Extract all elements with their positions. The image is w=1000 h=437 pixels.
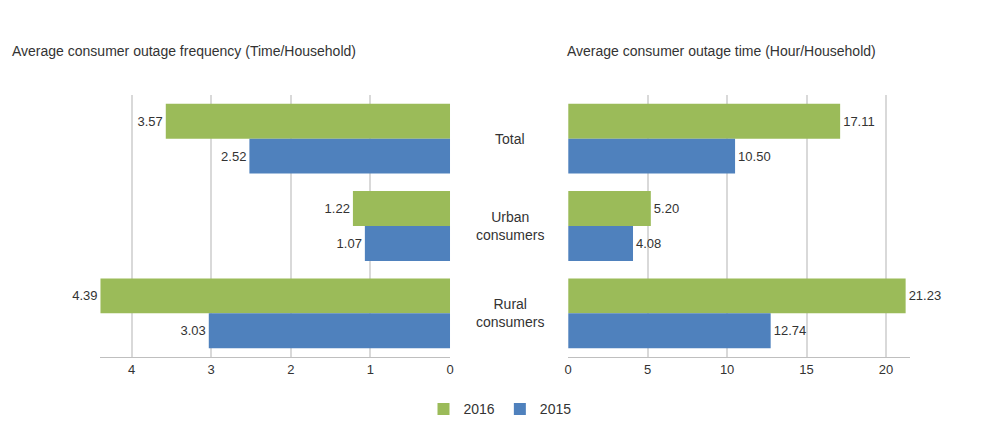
svg-text:2: 2 (287, 362, 294, 377)
svg-text:0: 0 (446, 362, 453, 377)
svg-text:10.50: 10.50 (738, 149, 771, 164)
svg-text:4.08: 4.08 (636, 236, 661, 251)
svg-text:17.11: 17.11 (843, 114, 875, 129)
svg-text:Ruralconsumers: Ruralconsumers (476, 296, 544, 330)
svg-text:5.20: 5.20 (654, 201, 679, 216)
svg-text:3.57: 3.57 (137, 114, 162, 129)
svg-text:Average consumer outage freque: Average consumer outage frequency (Time/… (12, 43, 356, 59)
svg-text:21.23: 21.23 (909, 288, 942, 303)
svg-text:3.03: 3.03 (180, 323, 205, 338)
svg-text:2016: 2016 (464, 401, 495, 417)
svg-text:1.07: 1.07 (337, 236, 362, 251)
svg-text:1.22: 1.22 (325, 201, 350, 216)
svg-text:1: 1 (367, 362, 374, 377)
svg-text:0: 0 (565, 362, 572, 377)
svg-text:15: 15 (799, 362, 813, 377)
svg-text:2.52: 2.52 (221, 149, 246, 164)
svg-text:10: 10 (720, 362, 734, 377)
svg-text:Urbanconsumers: Urbanconsumers (476, 209, 544, 243)
svg-text:2015: 2015 (540, 401, 571, 417)
svg-text:4.39: 4.39 (72, 288, 97, 303)
svg-text:4: 4 (128, 362, 135, 377)
svg-text:3: 3 (208, 362, 215, 377)
svg-text:Total: Total (495, 131, 525, 147)
svg-text:Average consumer outage time (: Average consumer outage time (Hour/House… (567, 43, 876, 59)
svg-text:5: 5 (644, 362, 651, 377)
svg-text:12.74: 12.74 (774, 323, 807, 338)
svg-text:20: 20 (879, 362, 893, 377)
